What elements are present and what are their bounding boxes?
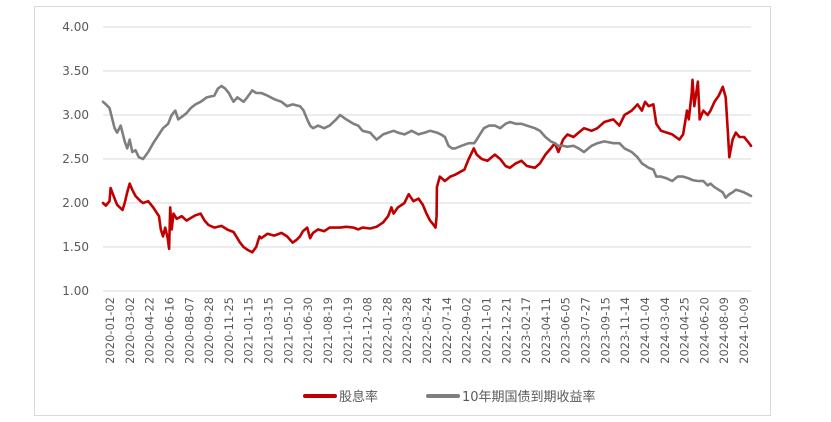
x-tick-label: 2023-11-14 [618, 297, 632, 364]
x-tick-label: 2024-01-04 [638, 297, 652, 364]
x-tick-label: 2020-09-28 [202, 297, 216, 364]
x-tick-label: 2023-02-17 [519, 297, 533, 364]
x-tick-label: 2022-03-28 [400, 297, 414, 364]
x-tick-label: 2023-09-15 [598, 297, 612, 364]
x-tick-label: 2020-06-16 [162, 297, 176, 364]
legend-label: 10年期国债到期收益率 [462, 389, 596, 405]
x-tick-label: 2021-10-19 [341, 297, 355, 364]
x-tick-label: 2024-03-04 [658, 297, 672, 364]
x-tick-label: 2022-09-02 [460, 297, 474, 364]
x-tick-label: 2021-05-10 [281, 297, 295, 364]
x-tick-label: 2022-12-21 [499, 297, 513, 364]
x-tick-label: 2024-10-09 [737, 297, 751, 364]
legend-label: 股息率 [339, 389, 378, 405]
legend: 股息率 10年期国债到期收益率 [303, 389, 596, 405]
x-tick-label: 2021-03-15 [262, 297, 276, 364]
plot-series [101, 78, 753, 254]
y-tick-label: 1.50 [62, 240, 89, 254]
x-tick-label: 2020-04-22 [143, 297, 157, 364]
series-line-bond-yield [101, 84, 753, 199]
y-tick-label: 2.00 [62, 196, 89, 210]
x-tick-label: 2023-04-11 [539, 297, 553, 364]
x-tick-label: 2022-07-14 [440, 297, 454, 364]
x-tick-label: 2022-11-01 [479, 297, 493, 364]
x-tick-label: 2023-07-27 [579, 297, 593, 364]
x-tick-label: 2024-04-25 [678, 297, 692, 364]
y-tick-label: 3.50 [62, 64, 89, 78]
y-tick-label: 1.00 [62, 284, 89, 298]
x-tick-label: 2022-01-28 [380, 297, 394, 364]
x-tick-label: 2021-06-30 [301, 297, 315, 364]
x-tick-label: 2021-12-08 [361, 297, 375, 364]
chart-area-border [34, 6, 771, 416]
x-axis: 2020-01-02 2020-03-02 2020-04-22 2020-06-16… [103, 297, 751, 364]
x-tick-label: 2020-01-02 [103, 297, 117, 364]
x-tick-label: 2020-11-25 [222, 297, 236, 364]
x-tick-label: 2024-08-09 [717, 297, 731, 364]
x-tick-label: 2021-01-15 [242, 297, 256, 364]
x-tick-label: 2020-03-02 [123, 297, 137, 364]
x-tick-label: 2021-08-19 [321, 297, 335, 364]
x-tick-label: 2024-06-20 [697, 297, 711, 364]
y-axis: 1.00 1.50 2.00 2.50 3.00 3.50 4.00 [62, 20, 89, 298]
gridlines [103, 26, 751, 292]
series-line-dividend-yield [101, 78, 753, 254]
x-tick-label: 2020-08-07 [182, 297, 196, 364]
x-tick-label: 2023-06-05 [559, 297, 573, 364]
y-tick-label: 4.00 [62, 20, 89, 34]
y-tick-label: 3.00 [62, 108, 89, 122]
x-tick-label: 2022-05-24 [420, 297, 434, 364]
y-tick-label: 2.50 [62, 152, 89, 166]
